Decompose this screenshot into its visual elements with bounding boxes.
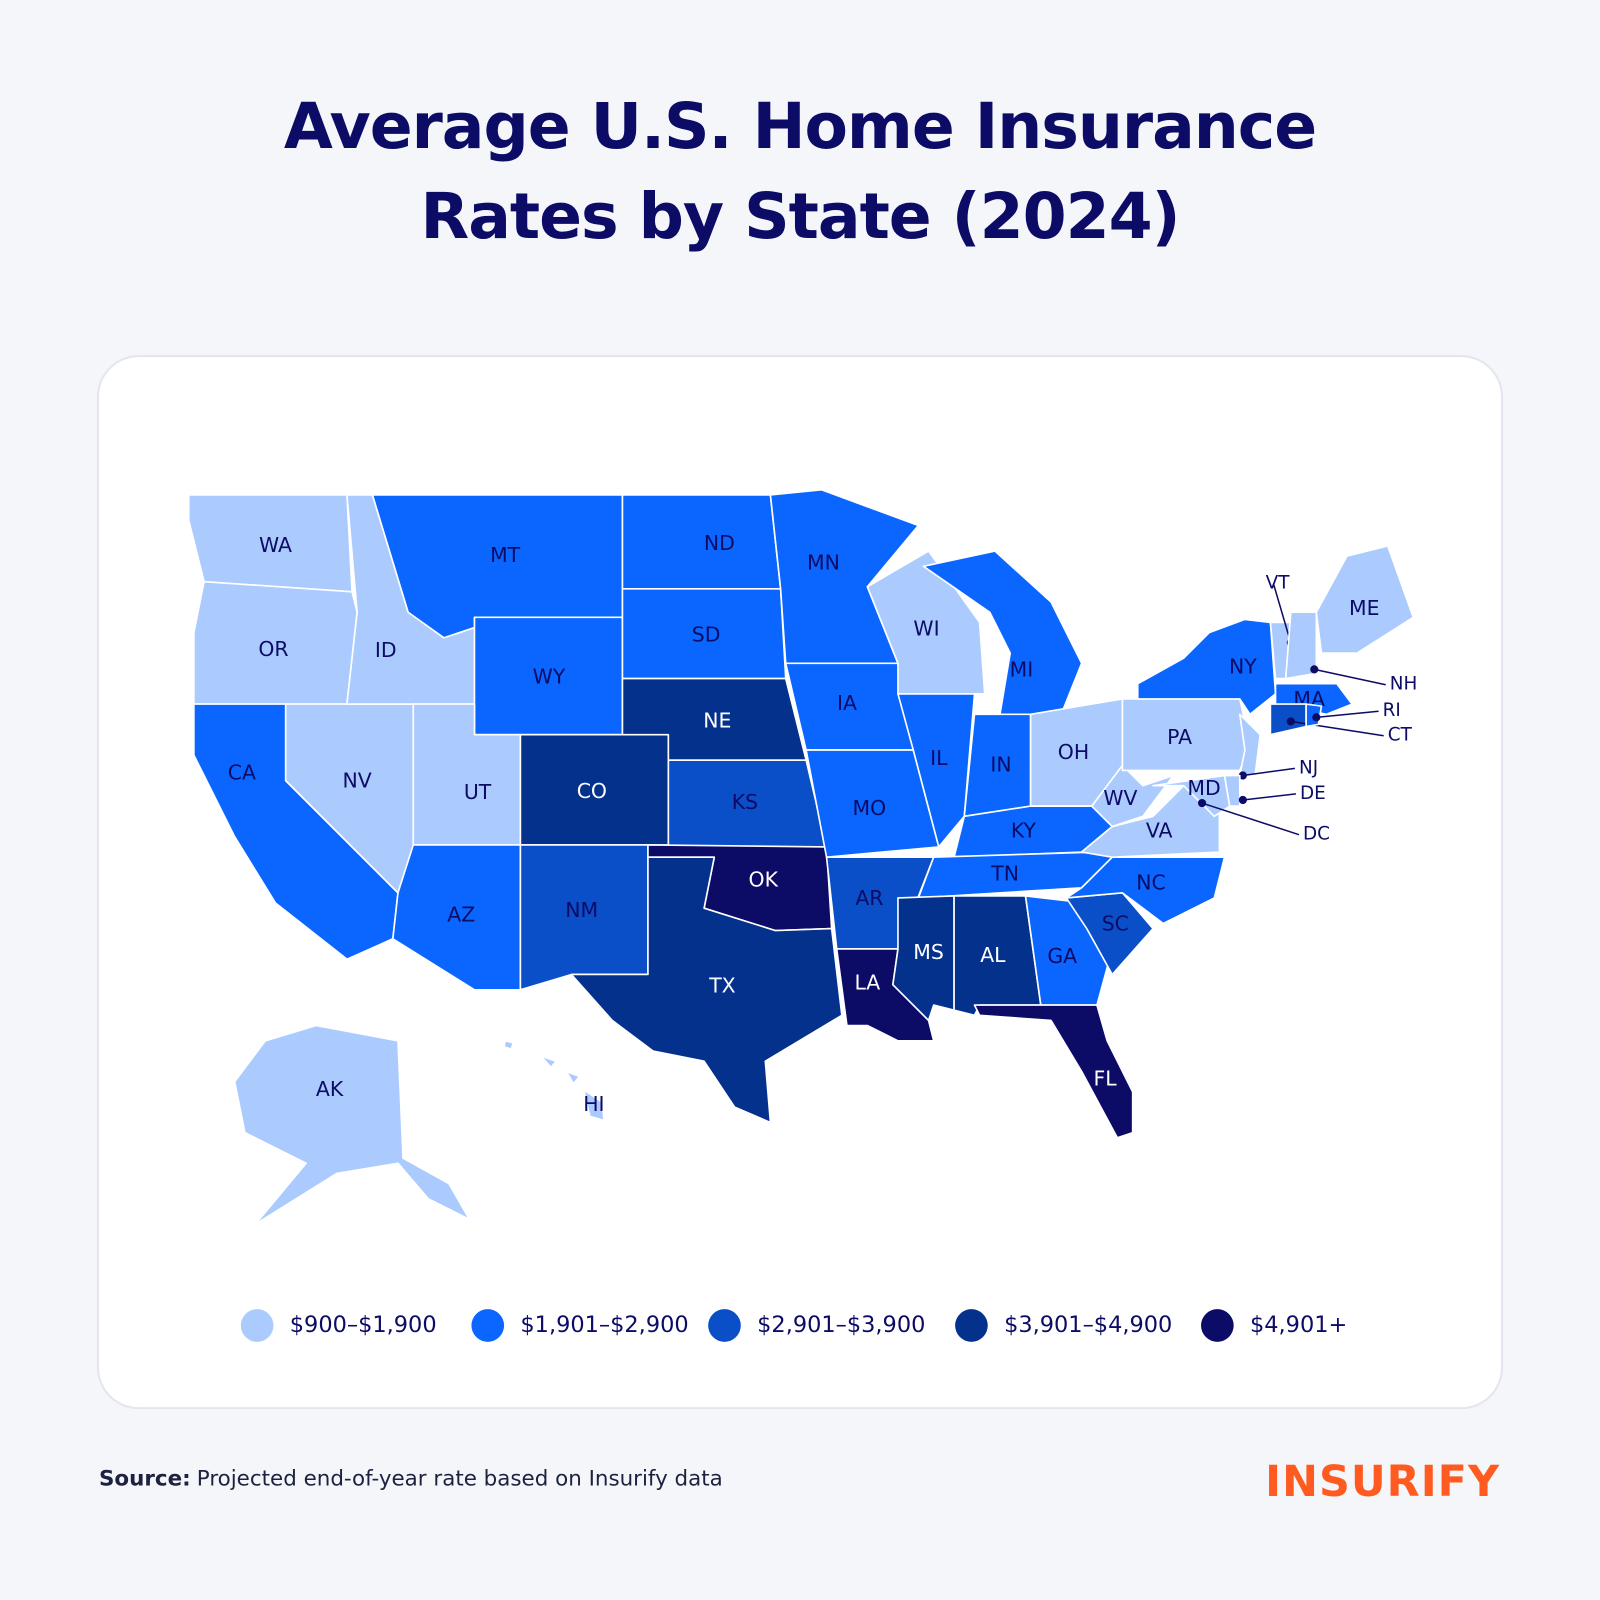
state-label: UT bbox=[464, 780, 492, 804]
state-label: IN bbox=[990, 752, 1011, 776]
callout-dot bbox=[1238, 771, 1247, 780]
state-label: NM bbox=[565, 898, 598, 922]
legend-label: $2,901–$3,900 bbox=[757, 1312, 925, 1338]
callout-line bbox=[1242, 767, 1296, 777]
state-shape bbox=[570, 856, 843, 1124]
callout-dot bbox=[1238, 795, 1247, 805]
state-shape bbox=[503, 1040, 605, 1122]
legend-label: $3,901–$4,900 bbox=[1004, 1312, 1172, 1338]
callout-dot bbox=[1312, 713, 1321, 722]
legend-swatch bbox=[240, 1309, 274, 1342]
state-label: PA bbox=[1167, 725, 1192, 749]
state-label: FL bbox=[1094, 1067, 1118, 1091]
state-shape bbox=[1315, 545, 1415, 654]
state-shape bbox=[1065, 856, 1226, 925]
state-label: NJ bbox=[1299, 757, 1318, 778]
state-shape bbox=[233, 1024, 471, 1226]
state-label: MI bbox=[1010, 657, 1034, 681]
state-label: TN bbox=[990, 861, 1019, 885]
state-label: VA bbox=[1146, 819, 1173, 843]
state-label: AR bbox=[855, 886, 883, 910]
state-shape bbox=[621, 494, 782, 590]
state-label: NC bbox=[1136, 871, 1166, 895]
state-label: MN bbox=[807, 550, 840, 574]
callout-dot bbox=[1310, 665, 1319, 674]
state-shape bbox=[866, 550, 986, 695]
state-label: IL bbox=[930, 746, 948, 770]
legend-label: $4,901+ bbox=[1250, 1312, 1347, 1338]
state-label: WY bbox=[533, 665, 566, 689]
callout-line bbox=[1201, 802, 1300, 836]
state-label: OH bbox=[1058, 740, 1089, 764]
state-label: CT bbox=[1388, 725, 1413, 746]
state-label: ND bbox=[704, 531, 735, 555]
state-label: DE bbox=[1300, 783, 1326, 804]
source-label: Source: bbox=[99, 1467, 191, 1492]
callout-line bbox=[1316, 710, 1379, 719]
legend-swatch bbox=[1201, 1309, 1234, 1342]
callout-line bbox=[1314, 668, 1386, 686]
state-label: SD bbox=[692, 623, 721, 647]
state-label: AK bbox=[316, 1077, 344, 1101]
legend-swatch bbox=[955, 1309, 988, 1342]
state-label: LA bbox=[854, 971, 880, 995]
legend-label: $900–$1,900 bbox=[290, 1312, 437, 1338]
state-label: NE bbox=[703, 708, 731, 732]
state-label: SC bbox=[1102, 911, 1129, 935]
callout-line bbox=[1272, 583, 1292, 644]
state-label: IA bbox=[837, 691, 857, 715]
state-label: AZ bbox=[447, 902, 475, 926]
state-shape bbox=[973, 1004, 1134, 1139]
state-label: ID bbox=[375, 638, 397, 662]
state-label: NV bbox=[343, 769, 372, 793]
state-label: CA bbox=[228, 760, 256, 784]
title-box: Average U.S. Home Insurance Rates by Sta… bbox=[283, 88, 1317, 254]
legend-label: $1,901–$2,900 bbox=[520, 1312, 688, 1338]
state-shape bbox=[1284, 611, 1318, 680]
title: Average U.S. Home Insurance Rates by Sta… bbox=[283, 88, 1317, 254]
legend-swatch bbox=[471, 1309, 505, 1342]
state-label: KY bbox=[1011, 819, 1037, 843]
state-label: CO bbox=[577, 779, 607, 803]
state-label: ME bbox=[1349, 596, 1379, 620]
state-label: AL bbox=[980, 943, 1006, 967]
state-label: WA bbox=[259, 533, 292, 557]
state-label: MO bbox=[853, 796, 887, 820]
state-label: HI bbox=[583, 1092, 604, 1116]
state-label: DC bbox=[1303, 824, 1330, 845]
state-label: WI bbox=[913, 617, 939, 641]
state-label: NH bbox=[1390, 674, 1418, 695]
state-label: KS bbox=[732, 790, 758, 814]
source: Source: Projected end-of-year rate based … bbox=[99, 1467, 723, 1492]
state-label: MT bbox=[490, 543, 521, 567]
callout-line bbox=[1242, 793, 1297, 801]
source-text: Projected end-of-year rate based on Insu… bbox=[197, 1467, 723, 1492]
logo: INSURIFY bbox=[1265, 1457, 1500, 1507]
state-label: OR bbox=[258, 637, 288, 661]
state-shape bbox=[897, 693, 976, 848]
state-label: MS bbox=[913, 940, 944, 964]
state-label: OK bbox=[749, 868, 779, 892]
callout-dot bbox=[1197, 798, 1207, 808]
callout-dot bbox=[1286, 717, 1295, 726]
legend-swatch bbox=[708, 1309, 741, 1342]
state-label: NY bbox=[1229, 654, 1257, 678]
state-label: GA bbox=[1047, 944, 1077, 968]
state-label: MD bbox=[1187, 776, 1220, 800]
state-label: RI bbox=[1383, 700, 1401, 721]
legend: $900–$1,900 $1,901–$2,900 $2,901–$3,900 $3,… bbox=[240, 1309, 1347, 1342]
state-label: VT bbox=[1266, 573, 1291, 594]
state-label: WV bbox=[1103, 786, 1137, 810]
state-label: TX bbox=[708, 974, 735, 998]
map: WA OR CA NV ID MT WY UT AZ CO NM ND SD NE KS OK TX MN IA MO… bbox=[187, 488, 1418, 1226]
